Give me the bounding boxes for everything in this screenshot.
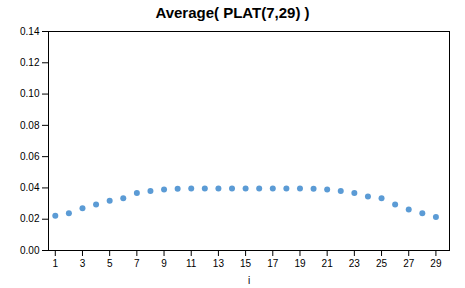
svg-text:17: 17: [267, 258, 279, 269]
svg-text:27: 27: [403, 258, 415, 269]
svg-text:0.02: 0.02: [20, 213, 40, 224]
svg-text:0.06: 0.06: [20, 151, 40, 162]
svg-text:0.10: 0.10: [20, 88, 40, 99]
svg-text:5: 5: [107, 258, 113, 269]
svg-text:19: 19: [294, 258, 306, 269]
svg-text:i: i: [248, 275, 250, 286]
svg-text:13: 13: [213, 258, 225, 269]
svg-text:0.00: 0.00: [20, 245, 40, 256]
svg-text:0.14: 0.14: [20, 26, 40, 37]
svg-text:1: 1: [53, 258, 59, 269]
svg-text:0.04: 0.04: [20, 182, 40, 193]
svg-text:0.12: 0.12: [20, 57, 40, 68]
svg-text:0.08: 0.08: [20, 120, 40, 131]
svg-text:21: 21: [322, 258, 334, 269]
svg-text:25: 25: [376, 258, 388, 269]
svg-text:29: 29: [430, 258, 442, 269]
html-text:Average( PLAT(7,29) ): Average( PLAT(7,29) ): [155, 4, 310, 21]
svg-text:23: 23: [349, 258, 361, 269]
svg-text:15: 15: [240, 258, 252, 269]
svg-text:11: 11: [186, 258, 197, 269]
svg-text:9: 9: [161, 258, 167, 269]
svg-text:7: 7: [134, 258, 140, 269]
svg-text:3: 3: [80, 258, 86, 269]
